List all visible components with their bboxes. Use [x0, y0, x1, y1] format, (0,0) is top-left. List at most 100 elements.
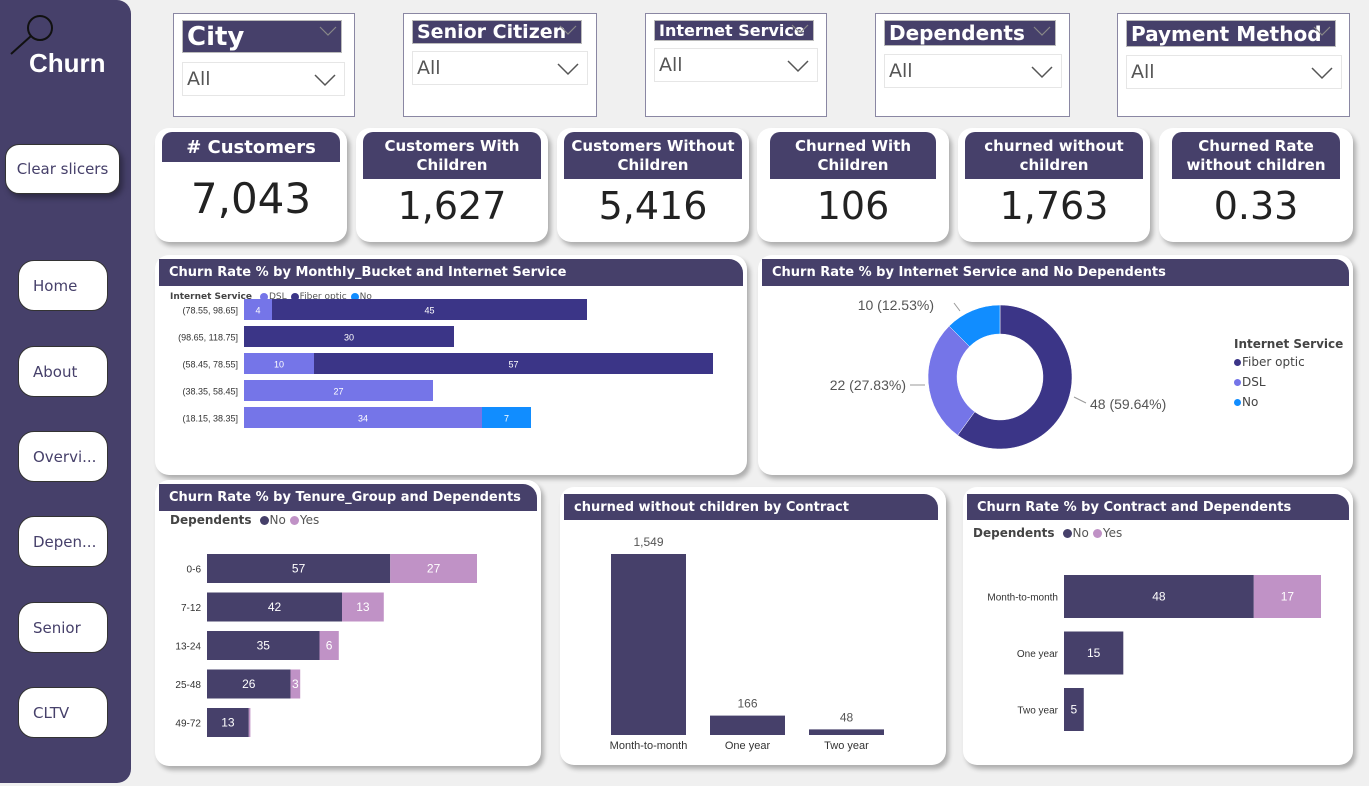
- nav-dependents-button[interactable]: Depen...: [18, 516, 108, 567]
- slicer-dependents-dropdown[interactable]: All: [884, 54, 1062, 88]
- data-label: 22 (27.83%): [830, 377, 906, 393]
- clear-slicers-button[interactable]: Clear slicers: [5, 144, 120, 194]
- legend-item: No: [350, 292, 372, 302]
- category-label: (18.15, 38.35]: [182, 414, 238, 424]
- kpi-value: 1,627: [397, 184, 507, 228]
- nav-cltv-button[interactable]: CLTV: [18, 687, 108, 738]
- slicer-payment-dropdown[interactable]: All: [1126, 55, 1342, 89]
- sidebar: Churn Clear slicers Home About Overvi...…: [0, 0, 131, 783]
- slicer-senior-dropdown[interactable]: All: [412, 51, 588, 85]
- slicer-dependents: Dependents All: [875, 13, 1070, 117]
- data-label: 17: [1281, 590, 1295, 604]
- kpi-value: 106: [816, 184, 890, 228]
- category-label: (38.35, 58.45]: [182, 387, 238, 397]
- bar-segment: [244, 326, 454, 347]
- slicer-dependents-title: Dependents: [884, 20, 1056, 46]
- bar-segment: [1064, 575, 1254, 618]
- data-label: 30: [344, 333, 354, 343]
- bar-segment: [1064, 631, 1124, 675]
- category-label: One year: [725, 740, 771, 752]
- chevron-down-icon: [319, 26, 337, 36]
- chart-title: Churn Rate % by Monthly_Bucket and Inter…: [159, 259, 743, 286]
- chevron-down-icon: [557, 63, 579, 76]
- chart-title: Churn Rate % by Internet Service and No …: [762, 259, 1349, 286]
- category-label: 49-72: [175, 719, 201, 730]
- bar-segment: [1064, 688, 1084, 731]
- chart-contract-columns: churned without children by Contract 1,5…: [560, 487, 946, 765]
- data-label: 7: [504, 414, 509, 424]
- data-label: 10 (12.53%): [858, 297, 934, 313]
- kpi-title: Churned Rate without children: [1172, 132, 1340, 179]
- data-label: 48 (59.64%): [1090, 396, 1166, 412]
- bar-segment: [244, 353, 314, 374]
- data-label: 57: [292, 562, 306, 576]
- chevron-down-icon: [314, 74, 336, 87]
- kpi-title: # Customers: [162, 132, 340, 162]
- chart-plot: 1,549 Month-to-month 166 One year 48 Two year: [610, 535, 884, 752]
- column-bar: [611, 554, 686, 735]
- chevron-down-icon: [1033, 26, 1051, 36]
- legend-item: Fiber optic: [1234, 355, 1343, 369]
- nav-senior-button[interactable]: Senior: [18, 602, 108, 653]
- leader-line: [953, 302, 961, 312]
- bar-segment: [314, 353, 713, 374]
- legend-item: Yes: [289, 513, 319, 527]
- kpi-value: 0.33: [1213, 184, 1299, 228]
- column-bar: [809, 729, 884, 735]
- chart-internet-donut: Churn Rate % by Internet Service and No …: [758, 255, 1353, 475]
- chart-monthly-bucket: Churn Rate % by Monthly_Bucket and Inter…: [155, 255, 747, 475]
- data-label: 1,549: [633, 535, 663, 549]
- kpi-card-customers: # Customers 7,043: [155, 128, 347, 242]
- chevron-down-icon: [1311, 67, 1333, 80]
- app-title: Churn: [29, 48, 106, 78]
- donut-slice: [957, 304, 1073, 450]
- kpi-title: Customers Without Children: [564, 132, 742, 179]
- bar-segment: [342, 592, 384, 622]
- chart-legend: Internet Service DSL Fiber optic No: [170, 292, 372, 302]
- category-label: (58.45, 78.55]: [182, 360, 238, 370]
- bar-segment: [207, 592, 342, 622]
- slicer-internet-dropdown[interactable]: All: [654, 48, 818, 82]
- chart-title: Churn Rate % by Contract and Dependents: [967, 494, 1349, 520]
- legend-item: No: [1234, 395, 1343, 409]
- donut-legend: Internet Service Fiber optic DSL No: [1234, 337, 1344, 409]
- chart-contract-dependents: Churn Rate % by Contract and Dependents …: [963, 487, 1353, 765]
- nav-about-button[interactable]: About: [18, 346, 108, 397]
- data-label: 35: [257, 639, 271, 653]
- chevron-down-icon: [559, 25, 577, 35]
- bar-segment: [207, 669, 291, 699]
- kpi-value: 7,043: [190, 174, 312, 223]
- kpi-title: Customers With Children: [363, 132, 541, 179]
- chart-legend: Dependents No Yes: [170, 513, 320, 527]
- data-label: 3: [292, 677, 299, 691]
- slicer-senior-citizen: Senior Citizen All: [403, 13, 597, 117]
- bar-segment: [207, 554, 391, 583]
- kpi-value: 1,763: [999, 184, 1109, 228]
- data-label: 26: [242, 677, 256, 691]
- chart-title: churned without children by Contract: [564, 494, 938, 520]
- data-label: 34: [358, 414, 368, 424]
- nav-overview-button[interactable]: Overvi...: [18, 431, 108, 482]
- kpi-card-with-children: Customers With Children 1,627: [356, 128, 548, 242]
- chart-legend: Dependents No Yes: [973, 526, 1123, 540]
- magnifier-icon: [10, 15, 53, 55]
- legend-item: DSL: [1234, 375, 1343, 389]
- bar-segment: [207, 708, 249, 737]
- slicer-city: City All: [173, 13, 355, 117]
- data-label: 48: [1152, 590, 1166, 604]
- chevron-down-icon: [1313, 26, 1331, 36]
- data-label: 15: [1087, 646, 1101, 660]
- category-label: 7-12: [181, 603, 201, 614]
- nav-home-button[interactable]: Home: [18, 260, 108, 311]
- slicer-payment-method: Payment Method All: [1117, 13, 1350, 117]
- slicer-senior-title: Senior Citizen: [412, 20, 582, 44]
- data-label: 27: [427, 562, 441, 576]
- slicer-internet-title: Internet Service: [654, 20, 814, 41]
- category-label: 13-24: [175, 642, 201, 653]
- data-label: 13: [221, 716, 235, 730]
- data-label: 4: [255, 306, 260, 316]
- slicer-city-dropdown[interactable]: All: [182, 62, 345, 96]
- chart-plot: 0-6 57 27 7-12 42 13 13-24 35 6 25-48 26 3 49-72 13: [175, 554, 477, 737]
- chart-title: Churn Rate % by Tenure_Group and Depende…: [159, 484, 537, 511]
- data-label: 45: [424, 306, 434, 316]
